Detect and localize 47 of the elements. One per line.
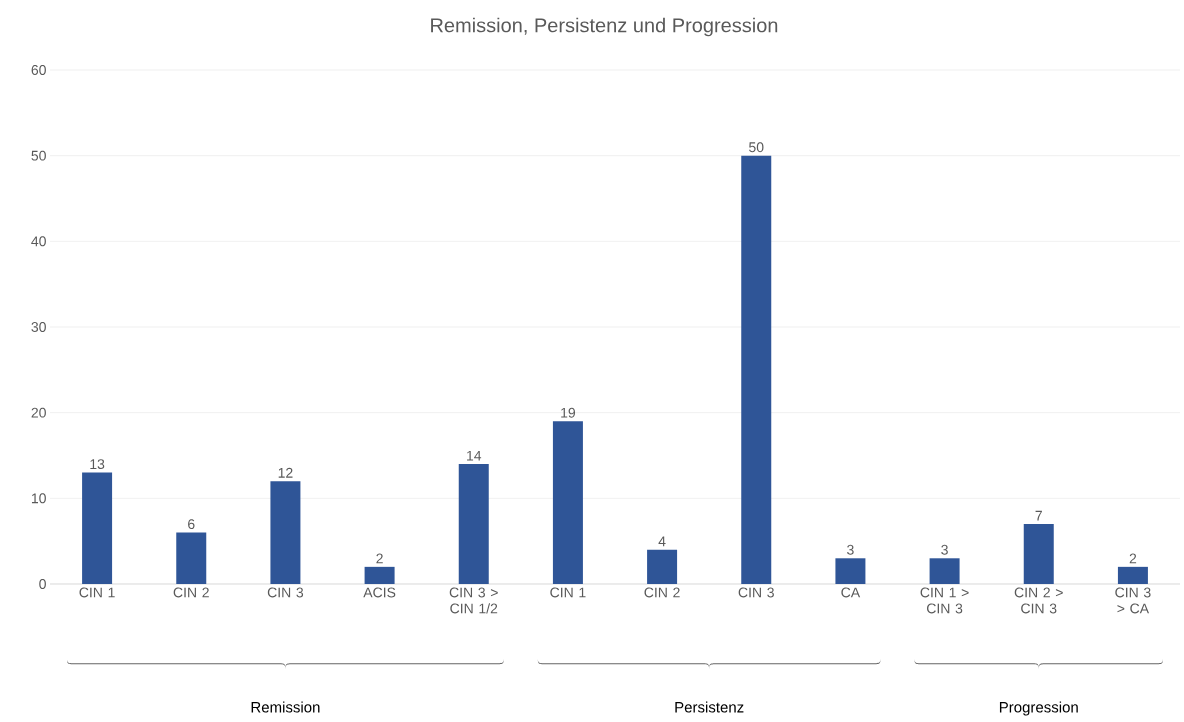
text: Remission	[251, 701, 320, 713]
x-tick-label: ACIS	[363, 587, 396, 598]
y-tick-label: 30	[31, 322, 46, 332]
data-label: 2	[1129, 553, 1137, 564]
bar	[270, 481, 301, 584]
bar	[364, 566, 395, 584]
data-label: 3	[847, 544, 854, 555]
y-tick-label: 10	[31, 493, 46, 504]
x-tick-label: CIN 1	[550, 587, 586, 598]
bar	[1023, 524, 1054, 584]
x-tick-label: CIN 3 > CA	[1115, 587, 1151, 614]
y-tick-label: 60	[31, 65, 46, 75]
y-tick-label: 50	[31, 150, 46, 161]
data-label: 6	[188, 519, 195, 530]
data-label: 12	[278, 467, 293, 478]
x-tick-label: CIN 3	[738, 587, 774, 598]
x-tick-label: CIN 2 > CIN 3	[1014, 587, 1063, 614]
data-label: 50	[749, 142, 764, 153]
x-tick-label: CIN 3 > CIN 1/2	[449, 587, 498, 614]
text: Progression	[999, 701, 1078, 716]
bar	[82, 472, 113, 584]
x-tick-label: CIN 1 > CIN 3	[920, 587, 969, 614]
text: Persistenz	[675, 701, 744, 713]
bar	[835, 558, 866, 584]
data-label: 2	[376, 553, 383, 564]
bar	[647, 549, 678, 584]
data-label: 14	[467, 450, 482, 461]
data-label: 7	[1035, 510, 1042, 521]
chart-title: Remission, Persistenz und Progression	[431, 17, 778, 37]
bar	[458, 464, 489, 584]
data-label: 13	[90, 459, 105, 470]
bar	[176, 532, 207, 584]
bar	[929, 558, 960, 584]
x-tick-label: CIN 2	[644, 587, 680, 598]
bar	[552, 421, 583, 584]
x-tick-label: CIN 1	[79, 587, 115, 598]
bar	[1117, 566, 1148, 584]
data-label: 3	[941, 544, 948, 555]
x-tick-label: CIN 2	[173, 587, 209, 598]
data-label: 19	[561, 407, 576, 418]
bar	[741, 155, 772, 584]
x-tick-label: CIN 3	[267, 587, 304, 598]
data-label: 4	[658, 536, 666, 547]
y-tick-label: 0	[39, 579, 46, 589]
y-tick-label: 20	[31, 407, 46, 418]
x-tick-label: CA	[841, 587, 861, 598]
y-tick-label: 40	[31, 236, 46, 247]
